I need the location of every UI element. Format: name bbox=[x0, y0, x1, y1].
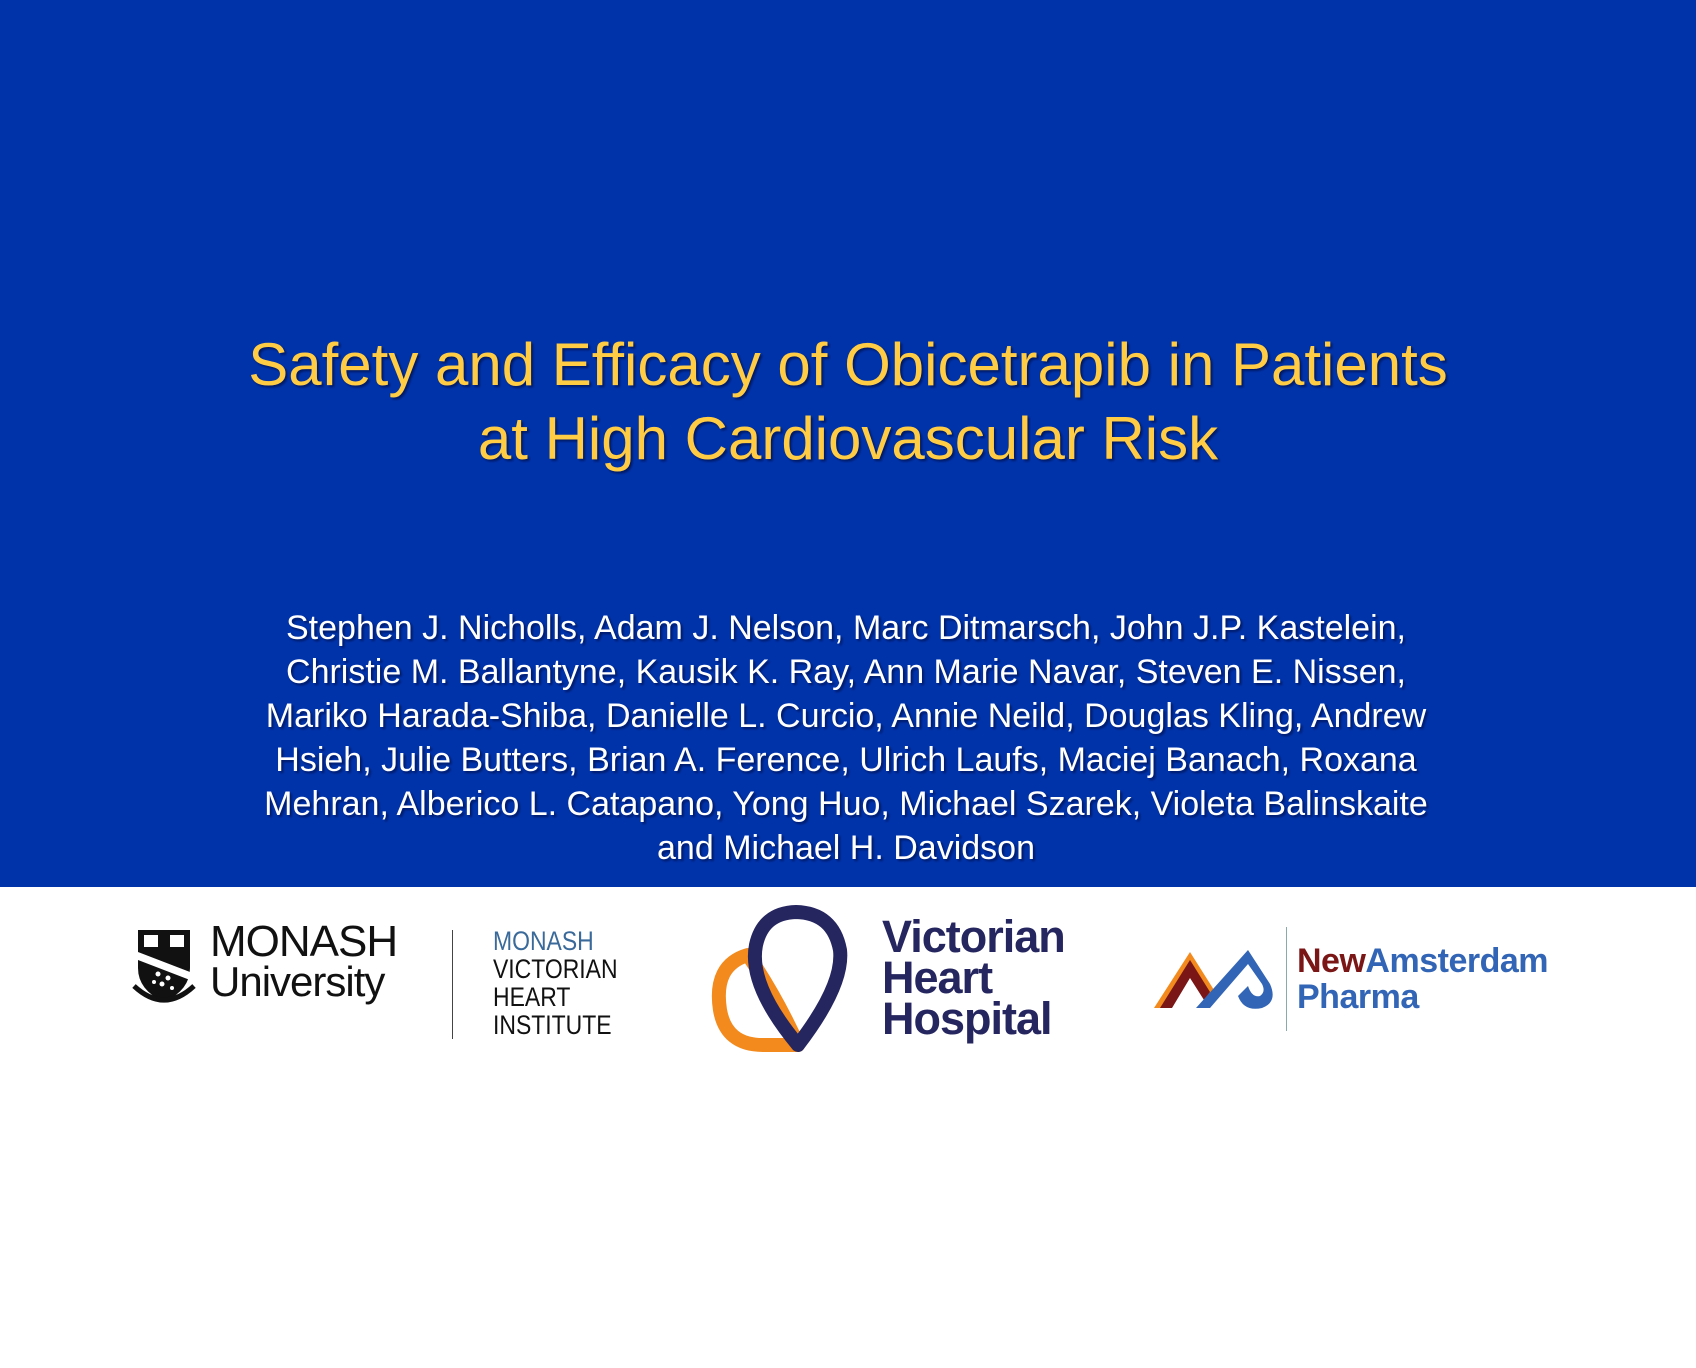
vhh-line: Heart bbox=[882, 952, 993, 1003]
mvhi-line: VICTORIAN bbox=[493, 954, 618, 984]
newamsterdam-pharma-icon bbox=[1154, 950, 1273, 1009]
logo-divider bbox=[452, 930, 453, 1039]
vhh-line: Victorian bbox=[882, 911, 1066, 962]
title-line: Safety and Efficacy of Obicetrapib in Pa… bbox=[248, 331, 1448, 398]
monash-line: MONASH bbox=[210, 917, 398, 966]
vhh-line: Hospital bbox=[882, 993, 1053, 1044]
university-line: University bbox=[210, 958, 385, 1005]
victorian-heart-hospital-icon bbox=[711, 905, 848, 1052]
amsterdam-text: Amsterdam bbox=[1365, 942, 1548, 980]
monash-university-logo-text: MONASH University bbox=[210, 917, 398, 1005]
mvhi-line: MONASH bbox=[493, 926, 594, 956]
monash-victorian-heart-institute-logo: MONASH VICTORIAN HEART INSTITUTE bbox=[493, 927, 618, 1039]
author-line: Stephen J. Nicholls, Adam J. Nelson, Mar… bbox=[286, 609, 1406, 647]
title-line: at High Cardiovascular Risk bbox=[477, 405, 1219, 472]
slide-title: Safety and Efficacy of Obicetrapib in Pa… bbox=[0, 328, 1696, 476]
author-line: Hsieh, Julie Butters, Brian A. Ference, … bbox=[275, 741, 1417, 779]
title-background bbox=[0, 0, 1696, 887]
author-line: Mariko Harada-Shiba, Danielle L. Curcio,… bbox=[265, 697, 1427, 735]
victorian-heart-hospital-logo-text: Victorian Heart Hospital bbox=[882, 911, 1066, 1044]
newamsterdam-pharma-logo-text: NewAmsterdam Pharma bbox=[1297, 943, 1548, 1015]
author-line: Christie M. Ballantyne, Kausik K. Ray, A… bbox=[286, 653, 1406, 691]
new-text: New bbox=[1297, 942, 1366, 980]
logo-divider bbox=[1286, 927, 1287, 1031]
author-line: Mehran, Alberico L. Catapano, Yong Huo, … bbox=[264, 785, 1428, 823]
mvhi-line: HEART bbox=[493, 982, 571, 1012]
author-line: and Michael H. Davidson bbox=[657, 829, 1035, 867]
pharma-text: Pharma bbox=[1297, 978, 1419, 1016]
author-list: Stephen J. Nicholls, Adam J. Nelson, Mar… bbox=[200, 606, 1492, 870]
mvhi-line: INSTITUTE bbox=[493, 1010, 612, 1040]
monash-crest-icon bbox=[132, 930, 196, 1003]
